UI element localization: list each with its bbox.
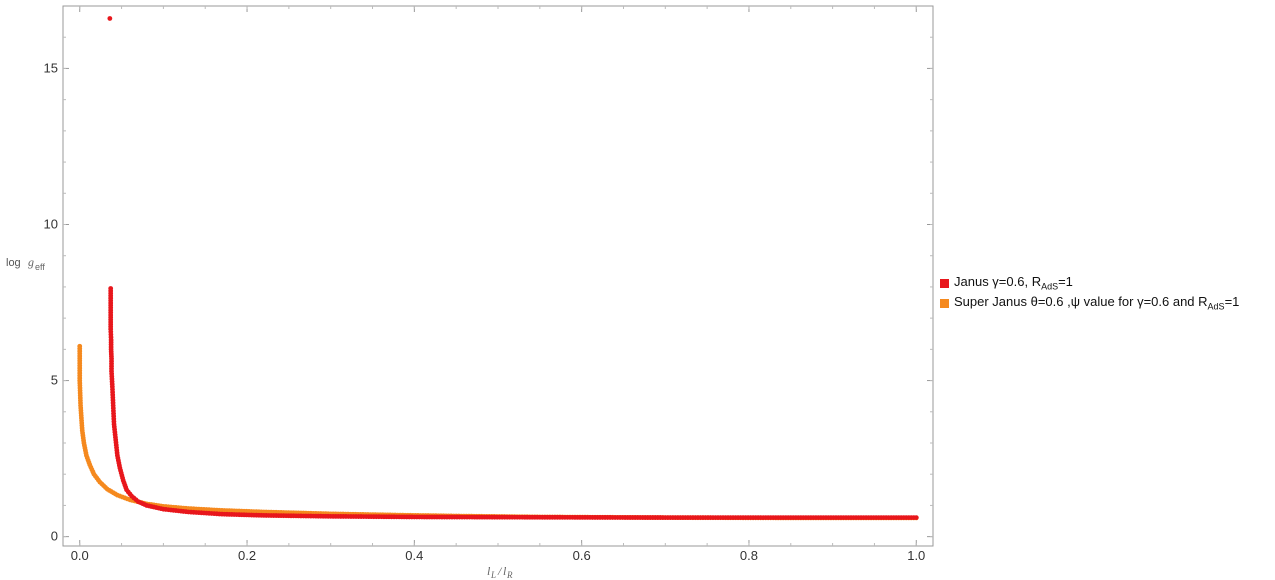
x-tick-label: 1.0 bbox=[907, 548, 925, 563]
svg-text:l: l bbox=[503, 564, 507, 578]
x-axis-label: l L / l R bbox=[487, 564, 513, 580]
svg-text:l: l bbox=[487, 564, 491, 578]
legend-swatch-super-janus bbox=[940, 298, 949, 308]
svg-text:log: log bbox=[6, 257, 21, 269]
y-tick-label: 5 bbox=[51, 373, 58, 388]
data-point bbox=[107, 16, 113, 21]
x-tick-label: 0.6 bbox=[573, 548, 591, 563]
y-tick-label: 15 bbox=[44, 60, 58, 75]
series-0 bbox=[107, 16, 919, 520]
plot-border bbox=[62, 5, 934, 547]
svg-text:eff: eff bbox=[35, 262, 45, 272]
legend-label-super-janus: Super Janus θ=0.6 ,ψ value for γ=0.6 and… bbox=[954, 294, 1240, 312]
x-tick-label: 0.0 bbox=[71, 548, 89, 563]
axis-ticks: 0.0 0.2 0.4 0.6 0.8 1.0 0 5 10 15 bbox=[44, 6, 933, 563]
legend-item-janus: Janus γ=0.6, RAdS=1 bbox=[940, 273, 1239, 293]
plot-frame bbox=[62, 5, 934, 547]
data-point bbox=[913, 515, 919, 520]
x-tick-label: 0.2 bbox=[238, 548, 256, 563]
legend-item-super-janus: Super Janus θ=0.6 ,ψ value for γ=0.6 and… bbox=[940, 293, 1239, 313]
y-axis-label: log g eff bbox=[6, 255, 45, 272]
y-tick-label: 0 bbox=[51, 529, 58, 544]
x-tick-label: 0.8 bbox=[740, 548, 758, 563]
x-tick-label: 0.4 bbox=[405, 548, 423, 563]
legend-label-janus: Janus γ=0.6, RAdS=1 bbox=[954, 274, 1073, 292]
svg-text:R: R bbox=[506, 570, 513, 580]
svg-text:/: / bbox=[497, 564, 503, 578]
legend-swatch-janus bbox=[940, 278, 949, 288]
svg-text:g: g bbox=[28, 255, 34, 269]
legend: Janus γ=0.6, RAdS=1 Super Janus θ=0.6 ,ψ… bbox=[940, 273, 1239, 313]
series-1 bbox=[77, 343, 919, 521]
svg-text:L: L bbox=[490, 570, 496, 580]
data-points bbox=[77, 16, 919, 521]
y-tick-label: 10 bbox=[44, 216, 58, 231]
